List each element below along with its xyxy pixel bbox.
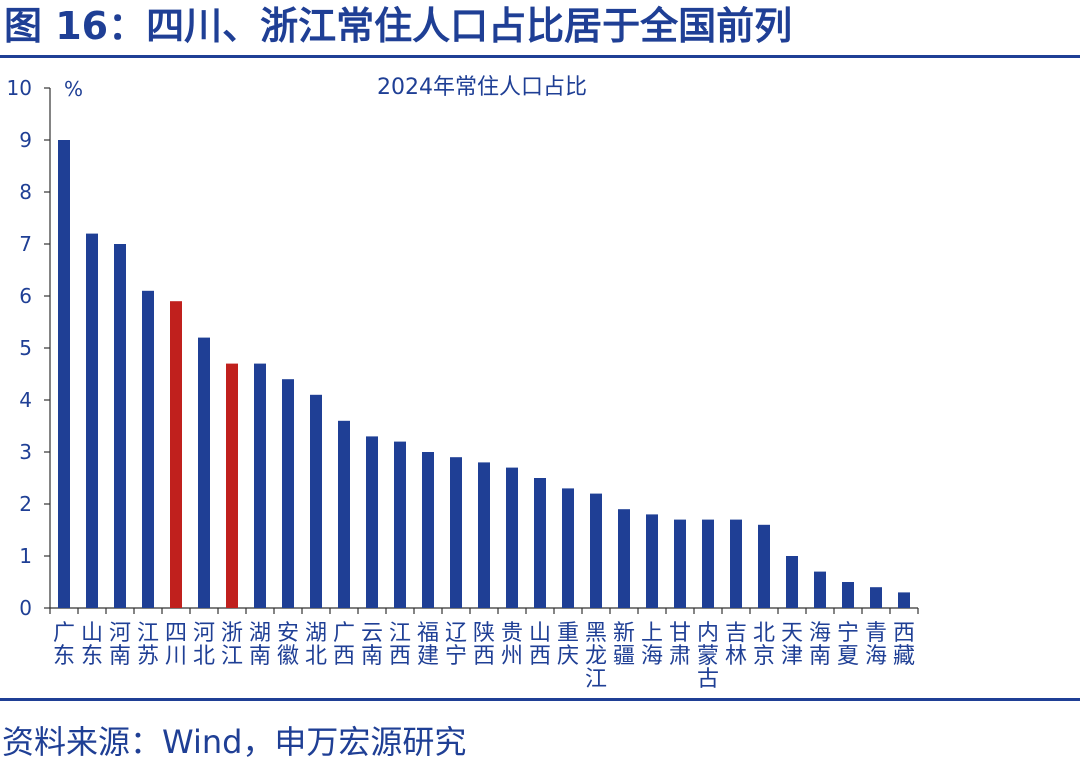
bar-广东 (58, 140, 70, 608)
bar-山西 (534, 478, 546, 608)
title-bar: 图 16：四川、浙江常住人口占比居于全国前列 (0, 0, 1080, 58)
bar-安徽 (282, 379, 294, 608)
x-tick-labels: 广东山东河南江苏四川河北浙江湖南安徽湖北广西云南江西福建辽宁陕西贵州山西重庆黑龙… (53, 621, 915, 692)
footer-divider (0, 698, 1080, 701)
bar-吉林 (730, 519, 742, 608)
chart-title: 2024年常住人口占比 (377, 75, 587, 100)
x-tick-label: 云南 (361, 621, 383, 669)
x-tick-label: 湖北 (305, 621, 327, 669)
y-tick-label: 4 (19, 388, 32, 412)
bar-江苏 (142, 290, 154, 608)
x-tick-label: 江苏 (137, 621, 159, 669)
bar-贵州 (506, 467, 518, 608)
x-tick-label: 江西 (389, 621, 411, 669)
x-tick-label: 宁夏 (837, 621, 859, 669)
x-tick-label: 新疆 (613, 621, 635, 669)
bar-云南 (366, 436, 378, 608)
bar-山东 (86, 233, 98, 608)
y-tick-label: 10 (7, 76, 32, 100)
bar-青海 (870, 587, 882, 608)
x-tick-label: 浙江 (221, 621, 243, 669)
page-title: 图 16：四川、浙江常住人口占比居于全国前列 (4, 4, 793, 48)
y-axis-unit: % (64, 77, 83, 101)
bar-福建 (422, 452, 434, 608)
bar-内蒙古 (702, 519, 714, 608)
x-tick-label: 四川 (165, 621, 187, 669)
bar-西藏 (898, 592, 910, 608)
x-tick-label: 安徽 (277, 621, 299, 669)
bar-chart: 2024年常住人口占比 % 0 1 2 3 4 5 6 7 8 9 10 广东山东河南江苏四川河北浙… (7, 75, 919, 692)
x-tick-label: 黑龙江 (585, 621, 607, 692)
bars-group (58, 140, 910, 608)
x-tick-label: 辽宁 (445, 621, 467, 669)
x-tick-label: 河南 (109, 621, 131, 669)
y-tick-label: 1 (19, 544, 32, 568)
bar-河南 (114, 244, 126, 608)
x-tick-label: 西藏 (893, 621, 915, 669)
bar-四川 (170, 301, 182, 608)
bar-湖南 (254, 363, 266, 608)
bar-广西 (338, 420, 350, 608)
x-tick-label: 北京 (753, 621, 775, 669)
bar-湖北 (310, 394, 322, 608)
bar-新疆 (618, 509, 630, 608)
y-tick-label: 8 (19, 180, 32, 204)
x-tick-label: 河北 (193, 621, 215, 669)
x-tick-label: 广西 (333, 621, 355, 669)
bar-甘肃 (674, 519, 686, 608)
y-tick-label: 6 (19, 284, 32, 308)
x-tick-label: 福建 (417, 621, 439, 669)
x-tick-label: 山东 (81, 621, 103, 669)
bar-海南 (814, 571, 826, 608)
x-tick-label: 吉林 (725, 621, 747, 669)
y-axis: 0 1 2 3 4 5 6 7 8 9 10 (7, 76, 51, 620)
x-tick-label: 贵州 (501, 621, 523, 669)
bar-北京 (758, 524, 770, 608)
bar-陕西 (478, 462, 490, 608)
bar-上海 (646, 514, 658, 608)
x-tick-label: 天津 (781, 621, 803, 669)
x-tick-label: 山西 (529, 621, 551, 669)
x-tick-label: 甘肃 (669, 621, 691, 669)
bar-江西 (394, 441, 406, 608)
bar-辽宁 (450, 457, 462, 608)
x-tick-label: 青海 (865, 621, 887, 669)
x-tick-label: 海南 (809, 621, 831, 669)
x-tick-label: 上海 (641, 621, 663, 669)
y-tick-label: 3 (19, 440, 32, 464)
x-tick-label: 内蒙古 (697, 621, 719, 692)
y-tick-label: 0 (19, 596, 32, 620)
bar-重庆 (562, 488, 574, 608)
bar-河北 (198, 337, 210, 608)
x-axis (49, 607, 919, 614)
bar-浙江 (226, 363, 238, 608)
x-tick-label: 湖南 (249, 621, 271, 669)
source-note: 资料来源：Wind，申万宏源研究 (2, 723, 467, 761)
y-tick-label: 2 (19, 492, 32, 516)
bar-天津 (786, 556, 798, 608)
bar-宁夏 (842, 582, 854, 608)
y-tick-label: 5 (19, 336, 32, 360)
x-tick-label: 陕西 (473, 621, 495, 669)
y-tick-label: 7 (19, 232, 32, 256)
y-tick-label: 9 (19, 128, 32, 152)
bar-黑龙江 (590, 493, 602, 608)
x-tick-label: 广东 (53, 621, 75, 669)
x-tick-label: 重庆 (557, 621, 579, 669)
